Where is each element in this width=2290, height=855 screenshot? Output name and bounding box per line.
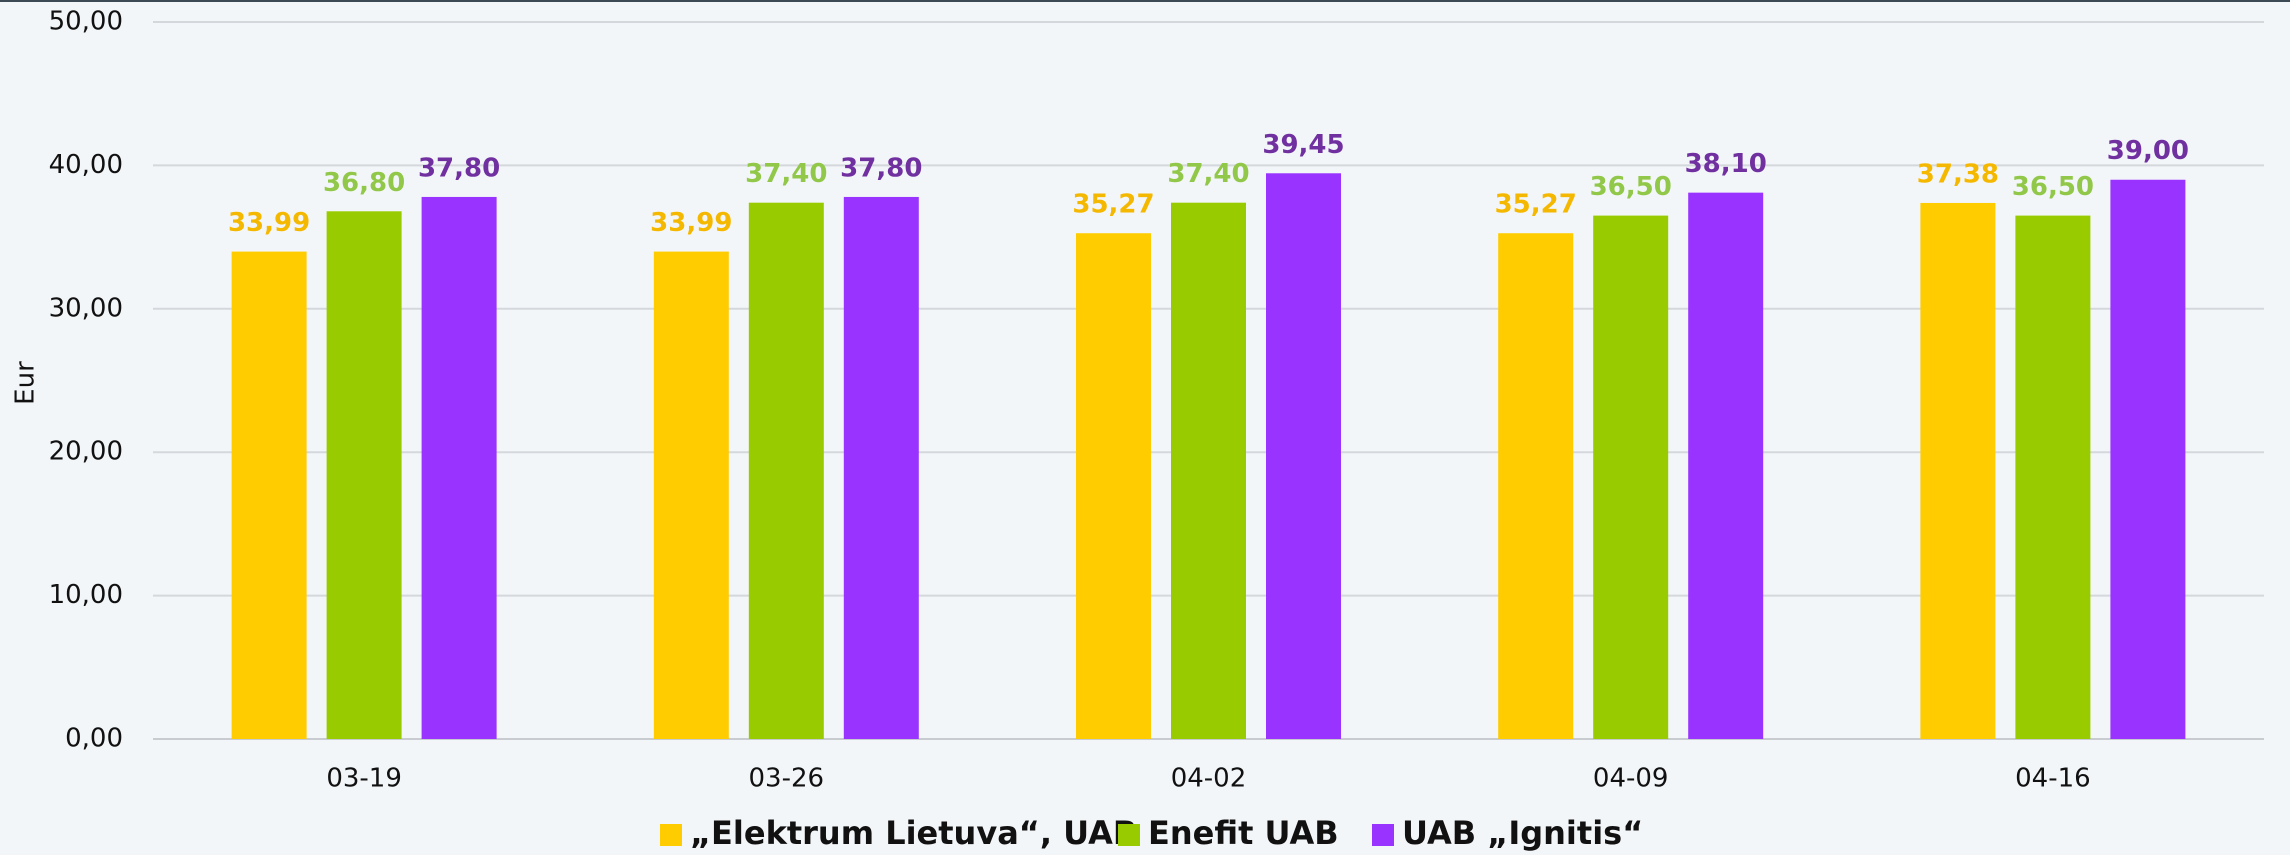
legend-swatch (1372, 824, 1394, 846)
x-tick-label: 04-02 (1171, 764, 1247, 794)
value-label: 39,45 (1262, 130, 1344, 160)
bar (1688, 192, 1764, 739)
bar (843, 196, 919, 739)
bar (1266, 173, 1341, 740)
legend-swatch (1118, 824, 1140, 846)
y-tick-label: 10,00 (49, 580, 123, 610)
value-label: 37,40 (1167, 159, 1249, 189)
x-tick-label: 04-16 (2015, 764, 2091, 794)
legend-label: UAB „Ignitis“ (1402, 814, 1643, 852)
value-label: 36,50 (2012, 172, 2094, 202)
y-tick-label: 20,00 (49, 437, 123, 467)
bar (653, 251, 729, 739)
y-axis-title: Eur (11, 361, 41, 405)
value-label: 35,27 (1072, 190, 1154, 220)
value-label: 36,50 (1590, 172, 1672, 202)
value-label: 36,80 (323, 168, 405, 198)
value-label: 37,80 (418, 153, 500, 183)
value-label: 33,99 (650, 208, 732, 238)
value-label: 35,27 (1495, 190, 1577, 220)
value-label: 37,80 (840, 153, 922, 183)
value-label: 37,38 (1917, 159, 1999, 189)
bar (2110, 179, 2186, 740)
x-tick-label: 04-09 (1593, 764, 1669, 794)
legend-label: Enefit UAB (1148, 814, 1339, 852)
y-tick-label: 40,00 (49, 150, 123, 180)
bar (1593, 215, 1669, 740)
x-tick-label: 03-26 (749, 764, 825, 794)
bar (1076, 233, 1151, 739)
value-label: 39,00 (2107, 136, 2189, 166)
bar (231, 251, 307, 739)
bar (748, 202, 824, 739)
bar (1920, 202, 1996, 739)
bar (2015, 215, 2091, 740)
legend-swatch (660, 824, 682, 846)
value-label: 38,10 (1685, 149, 1767, 179)
bar (421, 196, 497, 739)
y-tick-label: 30,00 (49, 293, 123, 323)
legend-label: „Elektrum Lietuva“, UAB (690, 814, 1137, 852)
x-tick-label: 03-19 (326, 764, 402, 794)
y-tick-label: 0,00 (65, 724, 123, 754)
y-tick-label: 50,00 (49, 7, 123, 37)
value-label: 37,40 (745, 159, 827, 189)
bar (326, 211, 402, 740)
value-label: 33,99 (228, 208, 310, 238)
bar (1171, 202, 1246, 739)
bar (1498, 233, 1574, 739)
